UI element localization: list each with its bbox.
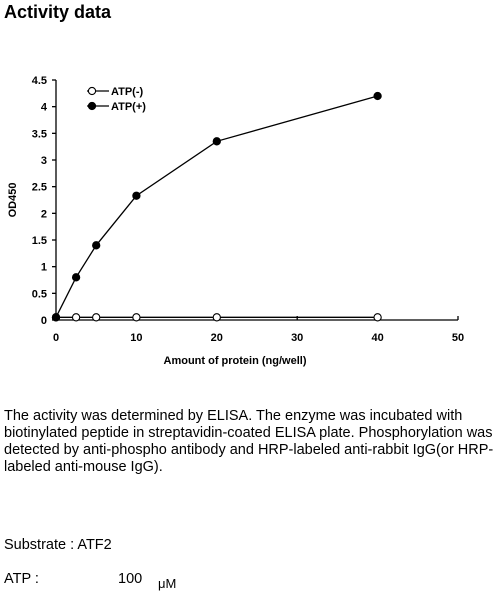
data-point bbox=[92, 313, 101, 322]
activity-chart: 0 0.5 1 1.5 2 2.5 3 3.5 4 4.5 0 10 20 30 40 50 Amount of… bbox=[7, 75, 464, 367]
x-axis-label: Amount of protein (ng/well) bbox=[164, 355, 307, 367]
atp-line: ATP : 100 μM bbox=[4, 571, 176, 591]
x-tick-label: 50 bbox=[452, 332, 464, 344]
x-tick-label: 30 bbox=[291, 332, 303, 344]
data-point bbox=[132, 191, 141, 200]
data-point bbox=[132, 313, 141, 322]
x-tick-label: 40 bbox=[371, 332, 383, 344]
data-point bbox=[71, 313, 81, 322]
data-point bbox=[212, 313, 221, 322]
y-tick-label: 4.5 bbox=[32, 75, 47, 87]
legend-label: ATP(-) bbox=[111, 86, 144, 98]
series-line-1 bbox=[55, 95, 378, 318]
x-tick-label: 10 bbox=[130, 332, 142, 344]
atp-value: 100 bbox=[118, 571, 143, 587]
legend-marker bbox=[87, 101, 97, 111]
data-point bbox=[51, 313, 61, 322]
legend-label: ATP(+) bbox=[111, 101, 146, 113]
data-point bbox=[212, 137, 221, 146]
y-tick-label: 0.5 bbox=[32, 288, 47, 300]
data-point bbox=[373, 91, 382, 101]
y-tick-label: 2.5 bbox=[32, 182, 47, 194]
legend-marker bbox=[87, 86, 97, 96]
x-tick-label: 0 bbox=[53, 332, 59, 344]
page-heading: Activity data bbox=[4, 2, 112, 22]
data-point bbox=[71, 273, 81, 282]
substrate-line: Substrate : ATF2 bbox=[4, 537, 112, 553]
y-tick-label: 3 bbox=[41, 155, 47, 167]
y-tick-label: 2 bbox=[41, 208, 47, 220]
x-tick-label: 20 bbox=[211, 332, 223, 344]
y-axis-label: OD450 bbox=[7, 183, 19, 218]
y-tick-label: 1 bbox=[41, 262, 47, 274]
atp-label: ATP : bbox=[4, 571, 39, 587]
y-tick-label: 4 bbox=[41, 102, 48, 114]
data-point bbox=[373, 313, 382, 322]
y-tick-label: 0 bbox=[41, 315, 47, 327]
data-point bbox=[92, 241, 101, 250]
y-tick-label: 3.5 bbox=[32, 128, 47, 140]
y-tick-label: 1.5 bbox=[32, 235, 47, 247]
atp-unit: μM bbox=[158, 576, 177, 591]
assay-description: The activity was determined by ELISA. Th… bbox=[4, 408, 494, 475]
